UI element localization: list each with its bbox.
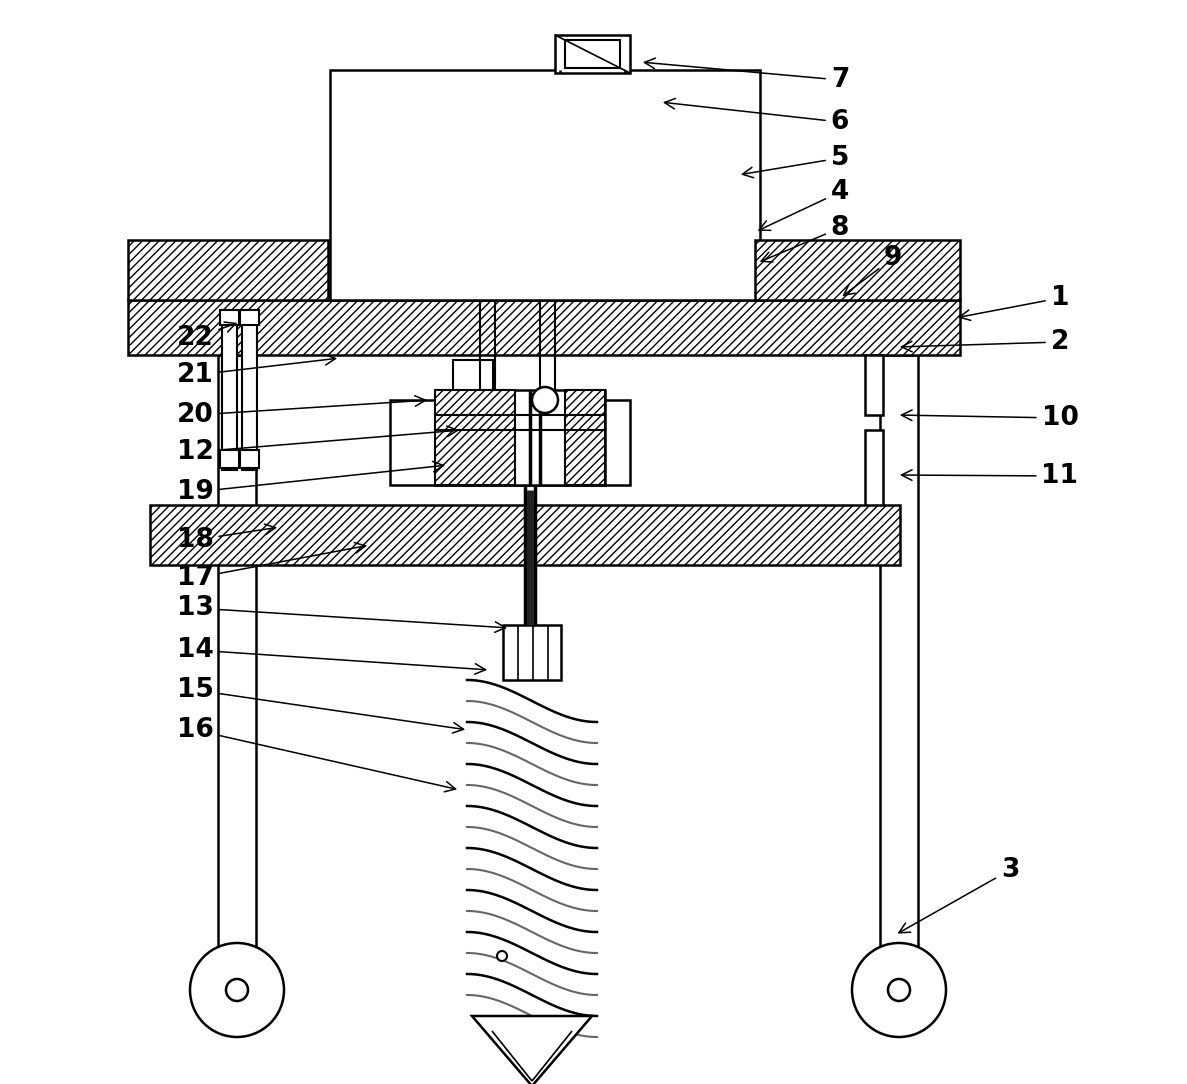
Circle shape [497,951,507,962]
Text: 5: 5 [742,145,849,178]
Text: 18: 18 [177,524,275,553]
Bar [453,360,493,392]
Text: 9: 9 [844,245,902,295]
Bar [128,300,960,354]
Bar [216,950,258,972]
Circle shape [888,979,910,1001]
Bar [434,390,605,485]
Circle shape [532,387,558,413]
Text: 17: 17 [177,543,366,591]
Bar [240,450,259,468]
Bar [391,400,630,485]
Bar [330,70,760,300]
Text: 4: 4 [758,179,849,231]
Text: 14: 14 [177,637,485,674]
Bar [880,354,918,955]
Text: 2: 2 [901,330,1069,354]
Bar [556,35,630,73]
Text: 6: 6 [665,99,849,136]
Circle shape [852,943,946,1037]
Text: 22: 22 [177,322,236,351]
Bar [565,390,605,485]
Circle shape [190,943,284,1037]
Text: 10: 10 [901,405,1079,431]
Text: 13: 13 [177,595,506,632]
Text: 15: 15 [177,678,464,733]
Bar [565,40,620,68]
Text: 1: 1 [959,285,1069,321]
Bar [240,310,259,325]
Bar [755,240,960,300]
Circle shape [226,979,248,1001]
Bar [220,310,239,325]
Text: 20: 20 [177,396,425,428]
Text: 11: 11 [901,463,1079,489]
Bar [503,625,561,680]
Text: 21: 21 [177,354,336,388]
Bar [128,240,328,300]
Bar [865,430,883,509]
Bar [878,950,920,972]
Bar [434,390,515,485]
Bar [220,450,239,468]
Bar [222,310,237,470]
Bar [218,354,256,955]
Bar [242,310,258,470]
Polygon shape [472,1016,592,1084]
Text: 12: 12 [177,426,457,465]
Text: 8: 8 [761,215,849,262]
Text: 19: 19 [177,462,444,505]
Bar [865,354,883,415]
Text: 3: 3 [899,857,1020,933]
Text: 16: 16 [177,717,456,791]
Text: 7: 7 [645,59,849,93]
Bar [150,505,900,565]
